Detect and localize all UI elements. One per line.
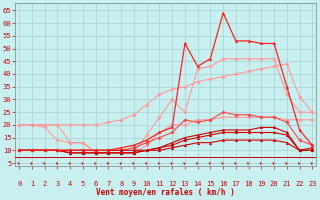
- X-axis label: Vent moyen/en rafales ( km/h ): Vent moyen/en rafales ( km/h ): [96, 188, 235, 197]
